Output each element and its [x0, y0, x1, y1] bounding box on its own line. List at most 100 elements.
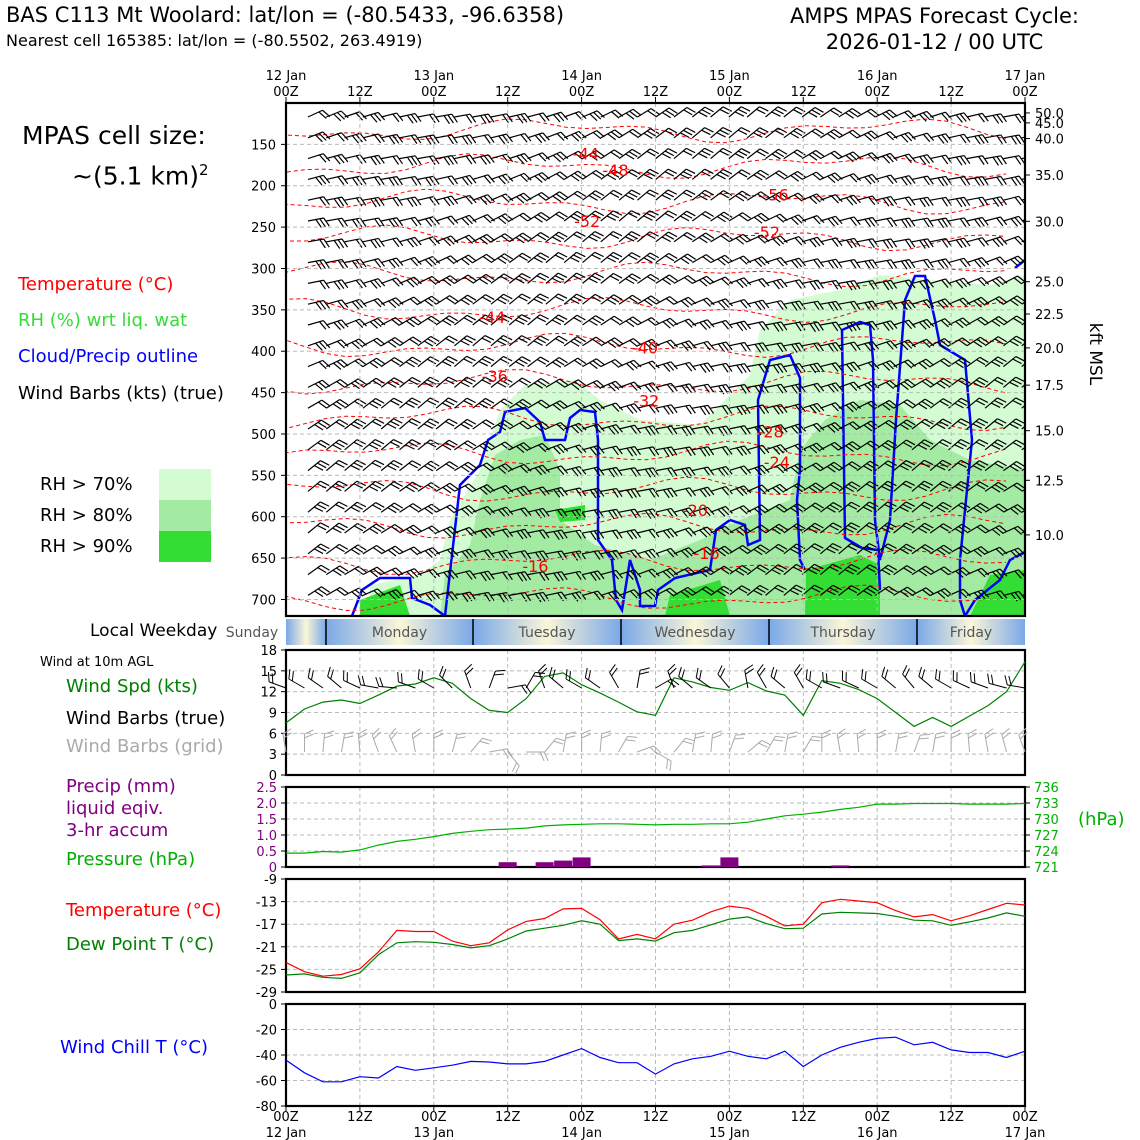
cell-size-line1: MPAS cell size: [22, 121, 206, 150]
upper-air-wind-barb [673, 586, 697, 598]
barb-shaft [326, 299, 342, 305]
barb-feather [743, 277, 752, 286]
barb-feather [962, 567, 971, 575]
barb-shaft [527, 232, 542, 243]
barb-feather [387, 549, 397, 557]
barb-shaft [435, 195, 452, 201]
barb-feather [900, 383, 909, 391]
upper-air-wind-barb [820, 279, 843, 290]
barb-shaft [893, 196, 910, 201]
barb-feather [754, 259, 763, 268]
barb-feather [904, 320, 913, 330]
barb-shaft [454, 314, 468, 326]
barb-feather [680, 590, 690, 598]
barb-shaft [472, 591, 489, 596]
barb-feather [826, 506, 836, 513]
barb-feather [978, 397, 989, 404]
barb-feather [556, 133, 565, 141]
barb-feather [882, 113, 891, 121]
upper-air-wind-barb [527, 335, 550, 347]
upper-air-wind-barb [344, 480, 366, 492]
barb-feather [762, 278, 770, 287]
barb-feather [463, 317, 473, 323]
barb-feather [433, 733, 444, 739]
barb-feather [408, 400, 418, 406]
barb-feather [483, 155, 491, 164]
upper-air-wind-barb [417, 547, 441, 558]
upper-air-wind-barb [380, 545, 404, 557]
barb-shaft [325, 543, 340, 555]
upper-air-wind-barb [911, 298, 935, 309]
barb-feather [612, 210, 623, 216]
barb-shaft [783, 463, 799, 472]
barb-shaft [472, 527, 489, 534]
upper-air-wind-barb [490, 506, 514, 518]
barb-feather [1000, 176, 1007, 185]
barb-shaft [307, 501, 321, 513]
barb-shaft [655, 751, 672, 762]
barb-feather [850, 280, 857, 290]
barb-shaft [637, 588, 653, 596]
barb-shaft [655, 678, 672, 689]
barb-shaft [637, 382, 653, 388]
barb-feather [738, 171, 748, 178]
barb-shaft [929, 566, 945, 576]
barb-feather [556, 445, 565, 454]
barb-shaft [637, 189, 651, 201]
barb-shaft [765, 483, 781, 492]
upper-air-wind-barb [307, 299, 331, 311]
barb-shaft [655, 527, 672, 534]
barb-feather [918, 666, 923, 677]
barb-feather [956, 672, 958, 683]
barb-feather [682, 171, 693, 177]
barb-shaft [600, 189, 614, 201]
barb-shaft [893, 299, 910, 305]
barb-shaft [710, 190, 724, 201]
barb-feather [868, 260, 875, 269]
barb-shaft [564, 487, 580, 492]
barb-shaft [435, 275, 451, 284]
barb-feather [609, 275, 620, 282]
barb-shaft [490, 173, 507, 180]
upper-air-wind-barb [1003, 134, 1025, 145]
barb-feather [593, 488, 601, 498]
upper-air-wind-barb [417, 460, 440, 472]
upper-air-wind-barb [655, 404, 678, 415]
barb-feather [447, 196, 455, 206]
barb-feather [870, 108, 880, 116]
barb-feather [826, 133, 836, 140]
barb-feather [541, 399, 550, 407]
barb-feather [648, 426, 656, 435]
barb-feather [791, 302, 798, 312]
barb-feather [591, 296, 601, 303]
temperature-contour-label: -16 [522, 557, 548, 576]
barb-feather [776, 258, 784, 267]
barb-shaft [1003, 482, 1018, 492]
upper-air-wind-barb [747, 383, 769, 395]
barb-shaft [856, 481, 870, 492]
upper-air-wind-barb [929, 298, 953, 310]
upper-air-wind-barb [820, 584, 842, 596]
barb-shaft [728, 505, 744, 513]
barb-shaft [728, 585, 743, 596]
barb-feather [735, 733, 746, 736]
barb-feather [867, 175, 876, 184]
barb-feather [963, 277, 971, 286]
barb-feather [831, 238, 839, 248]
upper-air-wind-barb [746, 524, 770, 534]
barb-feather [518, 255, 528, 262]
barb-feather [704, 127, 714, 133]
barb-feather [978, 418, 989, 424]
barb-feather [461, 508, 470, 516]
barb-feather [1018, 727, 1027, 736]
barb-feather [705, 232, 715, 239]
barb-feather [317, 545, 327, 552]
barb-shaft [728, 277, 745, 284]
barb-shaft [582, 251, 596, 264]
barb-feather [719, 129, 729, 135]
upper-air-wind-barb [728, 525, 752, 536]
barb-shaft [801, 193, 818, 201]
barb-shaft [691, 734, 697, 753]
barb-feather [905, 459, 916, 466]
barb-shaft [344, 238, 361, 243]
